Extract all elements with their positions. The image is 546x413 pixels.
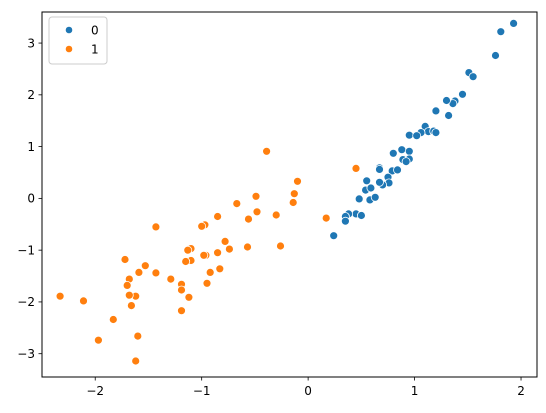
data-point-series-1-3 (289, 189, 299, 199)
y-tick-label: 1 (27, 140, 35, 154)
data-point-series-1-12 (232, 199, 242, 209)
data-point-series-1-33 (151, 222, 161, 232)
data-point-series-1-39 (131, 356, 141, 366)
data-point-series-1-46 (94, 335, 103, 345)
plot-area (42, 12, 537, 377)
data-point-series-0-32 (362, 176, 372, 186)
y-tick-label: −1 (17, 243, 35, 257)
data-point-series-1-30 (177, 285, 186, 295)
data-point-series-1-18 (205, 267, 215, 277)
data-point-series-1-5 (271, 210, 281, 220)
data-point-series-0-18 (397, 145, 407, 155)
data-point-series-0-16 (404, 130, 414, 140)
data-point-series-0-34 (366, 183, 376, 193)
data-point-series-0-25 (393, 165, 402, 175)
data-point-series-1-10 (244, 214, 253, 224)
legend-marker-1 (64, 44, 74, 54)
data-point-series-0-42 (340, 216, 350, 226)
points-layer (55, 18, 518, 366)
data-point-series-1-25 (183, 245, 193, 255)
data-point-series-1-23 (202, 278, 212, 288)
data-point-series-1-31 (177, 306, 186, 316)
data-point-series-1-1 (321, 213, 331, 223)
data-point-series-1-28 (181, 257, 191, 266)
x-tick-label: −1 (193, 384, 211, 398)
x-axis: −2 −1 0 1 2 (86, 377, 525, 398)
data-point-series-1-35 (140, 261, 150, 271)
data-point-series-1-6 (276, 241, 285, 251)
data-point-series-1-42 (120, 255, 130, 264)
y-axis: −3 −2 −1 0 1 2 3 (17, 36, 42, 361)
data-point-series-1-2 (293, 176, 302, 186)
data-point-series-1-43 (124, 290, 134, 300)
data-point-series-0-1 (496, 27, 506, 37)
legend-marker-0 (64, 25, 74, 35)
data-point-series-0-31 (375, 164, 384, 174)
y-tick-label: −3 (17, 347, 35, 361)
data-point-series-1-13 (224, 244, 234, 254)
y-tick-label: 0 (27, 192, 35, 206)
data-point-series-0-10 (431, 106, 441, 116)
data-point-series-1-4 (288, 198, 298, 207)
legend-label-1: 1 (91, 43, 99, 57)
data-point-series-0-4 (468, 72, 478, 82)
legend-label-0: 0 (91, 24, 99, 38)
data-point-series-0-2 (491, 51, 500, 60)
data-point-series-1-11 (243, 242, 252, 252)
data-point-series-0-29 (375, 177, 384, 187)
data-point-series-0-0 (509, 18, 518, 28)
data-point-series-1-22 (197, 221, 207, 231)
data-point-series-0-22 (401, 157, 411, 167)
y-tick-label: −2 (17, 295, 35, 309)
axes-frame (41, 11, 538, 378)
x-tick-label: 1 (411, 384, 419, 398)
data-point-series-1-14 (220, 236, 230, 246)
data-point-series-0-23 (388, 148, 398, 158)
data-point-series-0-36 (370, 192, 380, 202)
data-point-series-1-8 (251, 191, 261, 201)
data-point-series-1-0 (351, 163, 361, 173)
data-point-series-1-34 (151, 268, 161, 278)
data-point-series-1-17 (215, 264, 225, 274)
data-point-series-1-9 (252, 207, 262, 217)
data-point-series-0-14 (431, 128, 441, 138)
data-point-series-1-41 (122, 280, 132, 290)
data-point-series-1-36 (134, 267, 144, 277)
data-point-series-1-32 (166, 274, 176, 284)
data-point-series-0-5 (458, 89, 467, 99)
data-point-series-0-19 (404, 146, 414, 156)
legend: 0 1 (48, 16, 108, 65)
x-tick-label: 2 (517, 384, 525, 398)
data-point-series-1-45 (108, 315, 118, 324)
y-tick-label: 2 (27, 88, 35, 102)
legend-box (48, 16, 108, 65)
y-tick-label: 3 (27, 36, 35, 50)
data-point-series-0-8 (442, 96, 451, 105)
data-point-series-1-16 (213, 248, 223, 258)
data-point-series-1-38 (133, 331, 143, 341)
x-tick-label: −2 (86, 384, 104, 398)
data-point-series-1-44 (126, 301, 136, 311)
data-point-series-1-20 (199, 250, 209, 260)
data-point-series-1-47 (79, 296, 88, 306)
data-point-series-1-15 (213, 212, 223, 221)
x-tick-label: 0 (304, 384, 312, 398)
data-point-series-0-37 (354, 194, 364, 204)
data-point-series-1-48 (55, 291, 65, 301)
data-point-series-0-39 (356, 211, 366, 220)
data-point-series-1-7 (262, 146, 272, 156)
data-point-series-0-9 (444, 111, 454, 120)
data-point-series-0-43 (329, 231, 339, 241)
data-point-series-1-27 (184, 292, 194, 302)
data-point-series-0-17 (412, 131, 422, 141)
